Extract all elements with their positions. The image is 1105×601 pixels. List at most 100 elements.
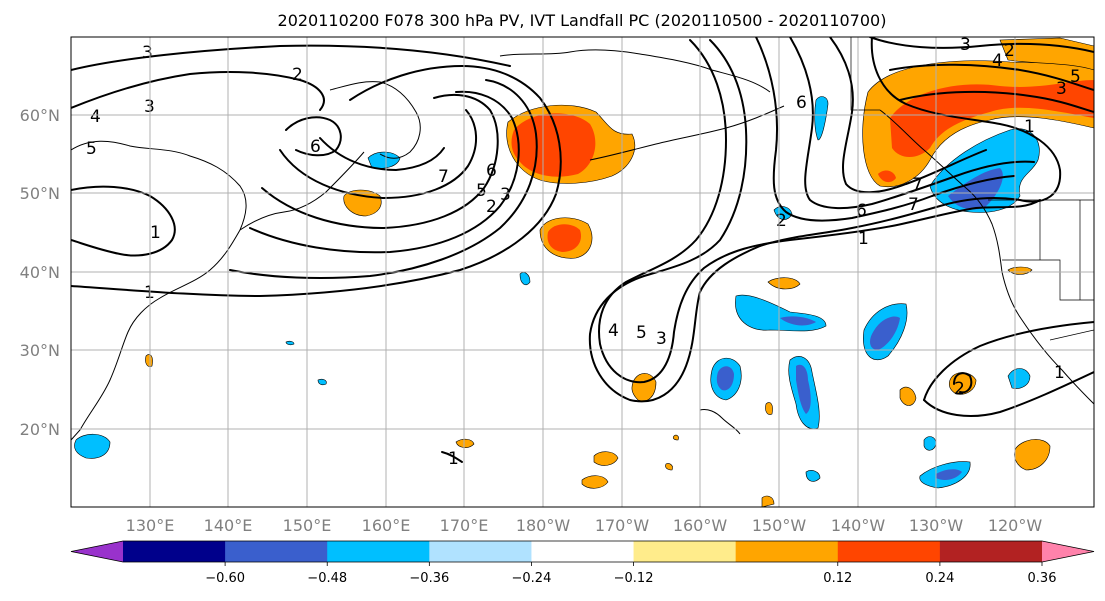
colorbar-extend-high: [1042, 541, 1094, 562]
negative-region: [796, 364, 811, 414]
positive-region: [672, 434, 679, 441]
contour-label: 4: [90, 107, 101, 127]
colorbar-segment: [327, 541, 430, 562]
pv-contour: [71, 185, 176, 257]
contour-labels: 3 2 3 4 5 1 1 7 6 5 3 2 4 5 3 6 2 1 3 4: [86, 35, 1081, 469]
us-state-borders: [1039, 200, 1081, 300]
colorbar-segment: [429, 541, 532, 562]
contour-label: 1: [448, 449, 459, 469]
negative-region: [870, 316, 900, 350]
colorbar-ticks: −0.60−0.48−0.36−0.24−0.120.120.240.360.4…: [205, 562, 1057, 586]
contour-label: 1: [1054, 363, 1065, 383]
lon-label: 120°W: [988, 516, 1043, 535]
contour-label: 6: [796, 93, 807, 113]
lon-label: 150°W: [752, 516, 807, 535]
lat-label: 40°N: [20, 263, 60, 282]
pv-contour: [229, 79, 538, 279]
lon-label: 130°W: [909, 516, 964, 535]
pv-contour: [441, 451, 463, 463]
colorbar-outline: [70, 540, 1095, 563]
contour-label: 6: [486, 161, 497, 181]
ivt-shading: [74, 37, 1094, 507]
colorbar: −0.60−0.48−0.36−0.24−0.120.120.240.360.4…: [70, 540, 1095, 586]
contour-label: 2: [954, 379, 965, 399]
lat-label: 30°N: [20, 341, 60, 360]
contour-label: 7: [908, 195, 919, 215]
lat-label: 60°N: [20, 106, 60, 125]
us-mexico-border: [1049, 329, 1094, 341]
negative-region: [923, 436, 937, 451]
borders: [850, 37, 1094, 341]
positive-region: [767, 277, 801, 290]
contour-label: 4: [992, 51, 1003, 71]
negative-region: [948, 168, 1003, 210]
negative-region: [805, 470, 821, 482]
negative-region: [285, 340, 295, 346]
lon-label: 180°W: [516, 516, 571, 535]
map-frame: [70, 36, 1095, 508]
colorbar-tick-label: 0.36: [1028, 571, 1057, 586]
lon-label: 170°E: [440, 516, 489, 535]
contour-label: 7: [438, 167, 449, 187]
positive-region: [455, 438, 475, 448]
lon-label: 130°E: [126, 516, 175, 535]
pv-contours: [71, 37, 1094, 463]
lon-label: 140°E: [204, 516, 253, 535]
contour-label: 7: [912, 175, 923, 195]
positive-region: [890, 80, 1094, 157]
us-state-borders: [1002, 259, 1094, 301]
colorbar-tick-label: −0.36: [409, 571, 449, 586]
colorbar-tick-label: −0.48: [307, 571, 347, 586]
pv-contour: [588, 37, 1062, 403]
alaska-canada-border: [850, 37, 880, 111]
map-title: 2020110200 F078 300 hPa PV, IVT Landfall…: [278, 11, 887, 30]
lon-label: 170°W: [595, 516, 650, 535]
colorbar-tick-label: −0.60: [205, 571, 245, 586]
colorbar-segment: [123, 541, 226, 562]
map-panel: 3 2 3 4 5 1 1 7 6 5 3 2 4 5 3 6 2 1 3 4: [70, 35, 1095, 508]
lat-label: 50°N: [20, 184, 60, 203]
contour-label: 5: [636, 323, 647, 343]
pv-contour: [869, 37, 1094, 53]
contour-label: 2: [1004, 41, 1015, 61]
contour-label: 5: [86, 139, 97, 159]
lon-label: 140°W: [831, 516, 886, 535]
colorbar-segment: [939, 541, 1043, 562]
pv-contour: [598, 39, 1041, 384]
contour-label: 5: [476, 181, 487, 201]
pv-contour: [279, 109, 477, 199]
positive-region: [547, 224, 582, 252]
contour-label: 3: [656, 329, 667, 349]
pv-contour: [923, 321, 1094, 401]
contour-label: 2: [292, 65, 303, 85]
contour-label: 3: [960, 35, 971, 55]
colorbar-tick-label: 0.12: [823, 571, 852, 586]
contour-label: 2: [776, 211, 787, 231]
lon-label: 150°E: [283, 516, 332, 535]
colorbar-segment: [735, 541, 839, 562]
contour-label: 3: [144, 97, 155, 117]
contour-label: 3: [1056, 79, 1067, 99]
negative-region: [814, 96, 829, 141]
contour-label: 1: [144, 283, 155, 303]
positive-region: [511, 113, 596, 177]
contour-label: 5: [1070, 67, 1081, 87]
latitude-labels: 60°N 50°N 40°N 30°N 20°N: [20, 106, 60, 439]
positive-region: [593, 451, 619, 466]
contour-label: 1: [150, 223, 161, 243]
colorbar-segments: [70, 540, 1095, 563]
gridlines: [71, 37, 1094, 507]
contour-label: 2: [486, 197, 497, 217]
colorbar-tick-label: 0.24: [925, 571, 954, 586]
kamchatka-coastline: [329, 81, 421, 159]
colorbar-tick-label: −0.24: [512, 571, 552, 586]
positive-region: [145, 354, 153, 367]
asia-coastline: [71, 140, 247, 441]
contour-label: 3: [142, 43, 153, 63]
lon-label: 160°E: [362, 516, 411, 535]
positive-region: [1014, 439, 1051, 471]
positive-region: [761, 495, 775, 507]
pv-contour: [319, 137, 445, 171]
positive-region: [899, 386, 917, 406]
